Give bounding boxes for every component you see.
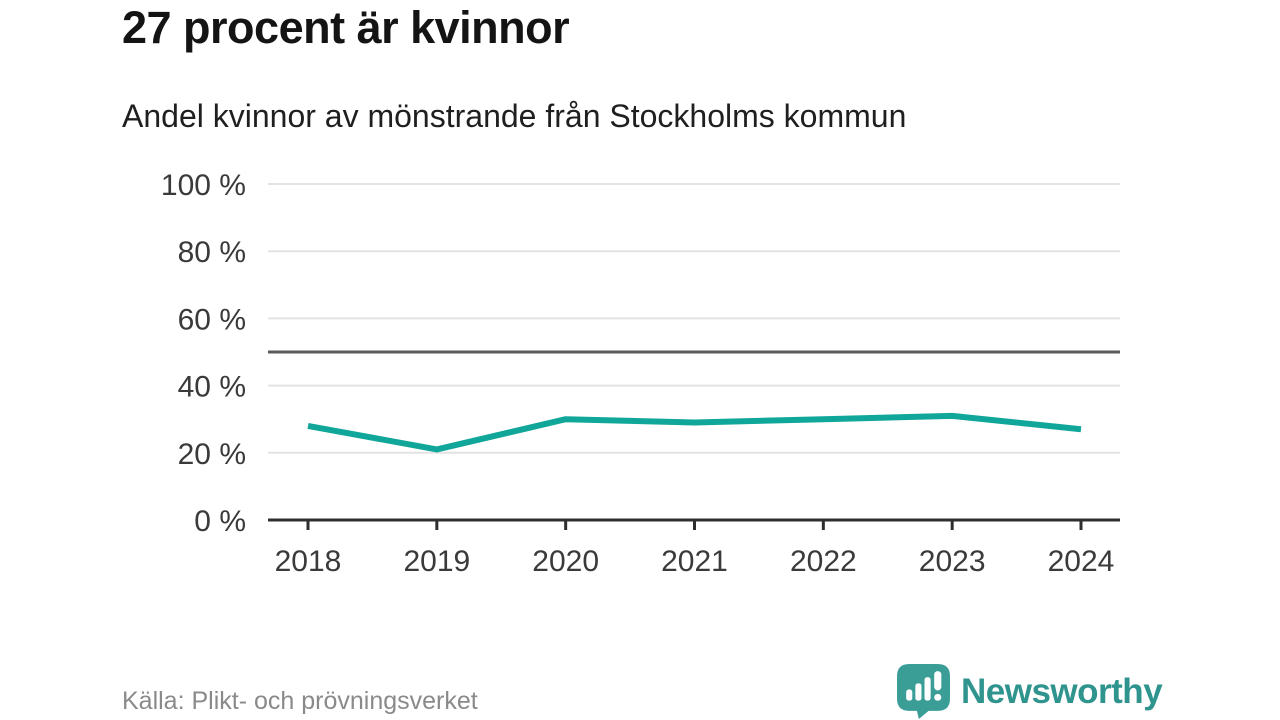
x-tick-label: 2019 [403,545,470,578]
y-tick-label: 100 % [161,169,246,202]
newsworthy-logo: Newsworthy [897,664,1163,719]
y-tick-label: 20 % [178,438,246,471]
data-line-andel-kvinnor [307,412,1082,453]
x-tick-label: 2022 [790,545,857,578]
page-title: 27 procent är kvinnor [122,2,570,53]
x-tick-label: 2023 [919,545,986,578]
newsworthy-wordmark: Newsworthy [961,671,1163,711]
y-tick-label: 40 % [178,371,246,404]
newsworthy-bubble-chart-icon [897,664,950,719]
x-tick-label: 2024 [1048,545,1115,578]
y-tick-label: 80 % [178,236,246,269]
y-tick-label: 60 % [178,303,246,336]
y-tick-label: 0 % [194,505,246,538]
x-tick-label: 2020 [532,545,599,578]
x-tick-label: 2021 [661,545,728,578]
source-note: Källa: Plikt- och prövningsverket [122,687,478,715]
x-tick-label: 2018 [275,545,342,578]
chart-subtitle: Andel kvinnor av mönstrande från Stockho… [122,98,907,134]
